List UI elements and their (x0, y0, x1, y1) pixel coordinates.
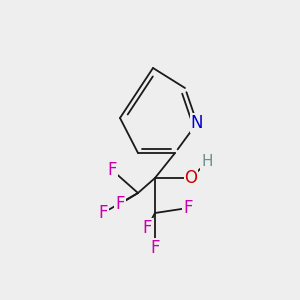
Text: F: F (142, 219, 152, 237)
Text: F: F (107, 161, 117, 179)
Text: N: N (191, 114, 203, 132)
Text: O: O (184, 169, 197, 187)
Text: F: F (115, 195, 125, 213)
Text: F: F (150, 239, 160, 257)
Text: H: H (201, 154, 213, 169)
Text: F: F (183, 199, 193, 217)
Text: F: F (98, 204, 108, 222)
